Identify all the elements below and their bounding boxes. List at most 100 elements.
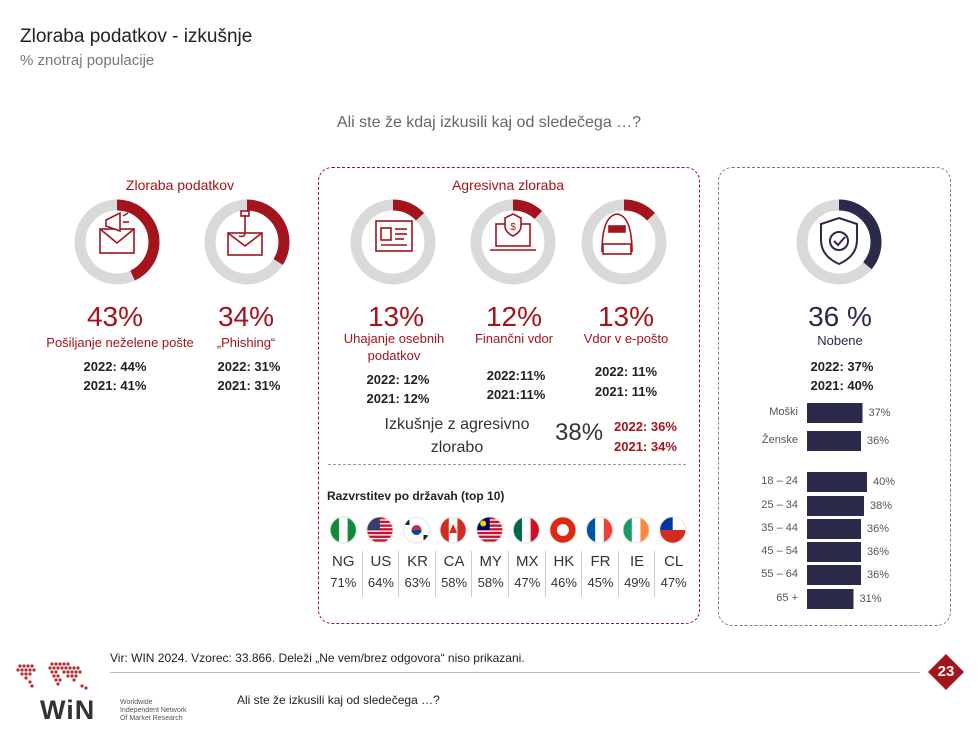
aggressive-group-label: Agresivna zloraba: [451, 177, 565, 193]
flag-ca-icon: [439, 516, 467, 544]
email-2022: 2022: 11%: [594, 364, 658, 379]
financial-label: Finančni vdor: [474, 331, 554, 346]
flag-ng-icon: [329, 516, 357, 544]
win-logo-subtitle-line2: Independent Network: [120, 707, 187, 714]
country-column: CA 58%: [434, 551, 473, 597]
aggressive-summary-2022: 2022: 36%: [614, 419, 677, 434]
footer-question: Ali ste že izkusili kaj od sledečega …?: [237, 693, 440, 707]
country-column: MX 47%: [508, 551, 546, 597]
win-logo-subtitle: Worldwide Independent Network Of Market …: [120, 699, 187, 723]
phishing-label: „Phishing“: [216, 335, 276, 350]
demographic-bar: [807, 519, 861, 539]
country-value: 64%: [367, 575, 394, 590]
spam-ring-arc: [74, 199, 160, 285]
none-panel: [718, 167, 951, 626]
identity-label-line1: Uhajanje osebnih: [343, 331, 445, 346]
country-value: 47%: [660, 575, 687, 590]
email-2021: 2021: 11%: [594, 384, 658, 399]
footer-divider: [110, 672, 920, 673]
spam-percent: 43%: [86, 301, 144, 332]
demographic-value: 40%: [873, 476, 896, 488]
country-value: 49%: [624, 575, 651, 590]
country-column: NG 71%: [325, 551, 362, 597]
country-ranking-title: Razvrstitev po državah (top 10): [327, 489, 505, 503]
phishing-ring-arc: [204, 199, 290, 285]
identity-2021: 2021: 12%: [366, 391, 430, 406]
demographic-bar: [807, 565, 861, 585]
identity-ring-arc: [350, 199, 436, 285]
demographic-bar: [807, 589, 854, 609]
win-logo-text: WiN: [40, 695, 96, 725]
aggressive-summary-2021: 2021: 34%: [614, 439, 677, 454]
flag-us-icon: [366, 516, 394, 544]
spam-2021: 2021: 41%: [83, 378, 147, 393]
none-label: Nobene: [817, 333, 863, 348]
country-code: IE: [630, 553, 645, 570]
demographic-bar: [807, 542, 861, 562]
country-code: HK: [553, 553, 575, 570]
country-column: FR 45%: [581, 551, 619, 597]
flag-kr-icon: [403, 516, 430, 544]
flag-my-icon: [476, 516, 504, 544]
country-column: IE 49%: [617, 551, 656, 597]
identity-2022: 2022: 12%: [366, 372, 430, 387]
country-code: MX: [516, 553, 539, 570]
country-code: US: [370, 553, 392, 570]
none-ring-arc: [796, 199, 882, 285]
country-value: 58%: [441, 575, 468, 590]
aggressive-summary-line1: Izkušnje z agresivno: [384, 416, 530, 433]
aggressive-summary-percent: 38%: [555, 419, 604, 446]
phishing-2022: 2022: 31%: [217, 359, 281, 374]
country-value: 46%: [550, 575, 577, 590]
demographic-bar: [807, 403, 863, 423]
phishing-2021: 2021: 31%: [217, 378, 281, 393]
laptop-shield-icon: $: [490, 213, 536, 251]
aggressive-divider: [328, 464, 686, 465]
demographic-value: 36%: [867, 523, 890, 535]
demographic-value: 37%: [868, 407, 891, 419]
hacker-icon: [601, 213, 633, 255]
demographic-breakdown: Moški 37% Ženske 36% 18 – 24 40% 25 – 34 38% 35 …: [730, 400, 950, 615]
country-code: CL: [664, 553, 684, 570]
country-value: 71%: [330, 575, 357, 590]
none-2021: 2021: 40%: [810, 378, 874, 393]
demographic-label: 18 – 24: [761, 475, 798, 487]
country-code: NG: [332, 553, 355, 570]
misuse-group-label: Zloraba podatkov: [125, 177, 235, 193]
none-2022: 2022: 37%: [810, 359, 874, 374]
country-column: US 64%: [361, 551, 400, 597]
country-column: KR 63%: [398, 551, 436, 597]
win-logo-subtitle-line1: Worldwide: [120, 699, 153, 706]
demographic-label: 35 – 44: [761, 522, 798, 534]
country-value: 47%: [514, 575, 541, 590]
demographic-label: 55 – 64: [761, 568, 798, 580]
envelope-megaphone-icon: [99, 211, 135, 254]
country-value: 63%: [404, 575, 431, 590]
country-code: CA: [443, 553, 465, 570]
spam-label: Pošiljanje neželene pošte: [46, 335, 194, 350]
demographic-value: 36%: [867, 435, 890, 447]
source-note: Vir: WIN 2024. Vzorec: 33.866. Deleži „N…: [110, 651, 525, 665]
email-label: Vdor v e-pošto: [583, 331, 669, 346]
aggressive-panel: [318, 167, 700, 624]
country-column: MY 58%: [471, 551, 509, 597]
page-title: Zloraba podatkov - izkušnje: [20, 26, 253, 47]
country-column: HK 46%: [544, 551, 583, 597]
financial-ring-arc: [470, 199, 556, 285]
flag-hk-icon: [549, 516, 577, 544]
country-column: CL 47%: [654, 551, 692, 597]
world-map-icon: [16, 662, 88, 690]
none-percent: 36 %: [808, 301, 872, 332]
demographic-value: 36%: [867, 569, 890, 581]
country-value: 58%: [477, 575, 504, 590]
page-badge-shape: [928, 654, 964, 690]
flag-fr-icon: [586, 516, 613, 544]
demographic-value: 36%: [867, 546, 890, 558]
demographic-value: 31%: [859, 593, 882, 605]
demographic-bar: [807, 472, 867, 492]
country-value: 45%: [587, 575, 614, 590]
demographic-label: 25 – 34: [761, 499, 798, 511]
win-logo-subtitle-line3: Of Market Research: [120, 715, 183, 722]
country-ranking-table: NG 71% US 64% KR 63% CA 58% MY 58% MX 47% HK 46% FR 45%…: [325, 551, 691, 597]
